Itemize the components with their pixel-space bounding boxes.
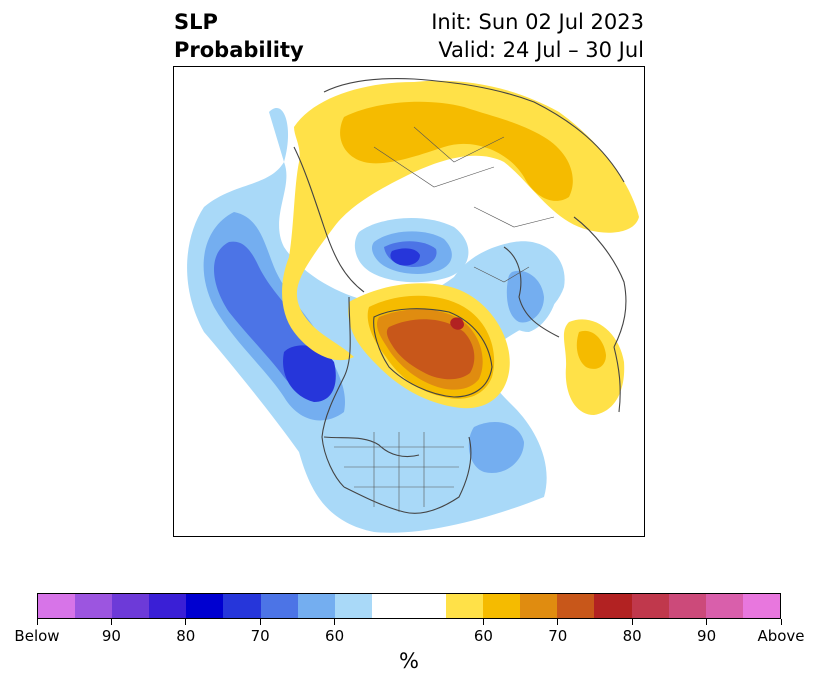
colorbar bbox=[37, 593, 781, 619]
europe-blue-mid-region bbox=[506, 270, 544, 323]
colorbar-segment bbox=[371, 594, 447, 618]
map-title: SLP Probability bbox=[174, 8, 304, 64]
colorbar-tick bbox=[557, 619, 559, 625]
colorbar-segment bbox=[668, 594, 706, 618]
colorbar-tick bbox=[185, 619, 187, 625]
colorbar-tick-label: 60 bbox=[473, 627, 493, 645]
colorbar-tick-label: 80 bbox=[176, 627, 196, 645]
colorbar-tick bbox=[110, 619, 112, 625]
colorbar-segment bbox=[742, 594, 780, 618]
colorbar-tick bbox=[259, 619, 261, 625]
colorbar-tick bbox=[631, 619, 633, 625]
init-date: Init: Sun 02 Jul 2023 bbox=[431, 10, 644, 34]
colorbar-segment bbox=[297, 594, 335, 618]
colorbar-tick-label: 90 bbox=[697, 627, 717, 645]
greenland-red-core bbox=[450, 317, 464, 330]
coastlines bbox=[293, 78, 627, 514]
title-subtitle: Probability bbox=[174, 38, 304, 62]
asia-gold-region bbox=[576, 330, 606, 369]
political-borders bbox=[334, 126, 555, 512]
probability-map bbox=[173, 66, 645, 537]
colorbar-segment bbox=[631, 594, 669, 618]
arctic-blue-core-region bbox=[390, 248, 420, 266]
colorbar-tick-label: Above bbox=[757, 627, 805, 645]
colorbar-tick bbox=[482, 619, 484, 625]
colorbar-segment bbox=[594, 594, 632, 618]
colorbar-tick-label: 70 bbox=[250, 627, 270, 645]
map-dates: Init: Sun 02 Jul 2023 Valid: 24 Jul – 30… bbox=[431, 8, 644, 64]
eurasia-gold-region bbox=[340, 101, 573, 201]
colorbar-tick-label: Below bbox=[14, 627, 60, 645]
colorbar-tick bbox=[706, 619, 708, 625]
colorbar-tick bbox=[36, 619, 38, 625]
colorbar-tick-label: 60 bbox=[325, 627, 345, 645]
colorbar-segment bbox=[186, 594, 224, 618]
colorbar-segment bbox=[112, 594, 150, 618]
colorbar-tick-label: 80 bbox=[622, 627, 642, 645]
colorbar-segment bbox=[557, 594, 595, 618]
colorbar-units-label: % bbox=[399, 649, 419, 673]
colorbar-segment bbox=[260, 594, 298, 618]
atlantic-blue-mid-region bbox=[468, 422, 524, 473]
colorbar-tick bbox=[780, 619, 782, 625]
colorbar-segment bbox=[223, 594, 261, 618]
colorbar-tick-label: 90 bbox=[101, 627, 121, 645]
colorbar-segment bbox=[38, 594, 76, 618]
valid-range: Valid: 24 Jul – 30 Jul bbox=[438, 38, 644, 62]
pacific-blue-dark-region bbox=[283, 345, 336, 402]
colorbar-tick-label: 70 bbox=[548, 627, 568, 645]
greenland-brown-region bbox=[386, 319, 475, 380]
colorbar-segment bbox=[446, 594, 484, 618]
colorbar-segment bbox=[483, 594, 521, 618]
colorbar-segment bbox=[334, 594, 372, 618]
colorbar-segment bbox=[520, 594, 558, 618]
colorbar-segment bbox=[705, 594, 743, 618]
colorbar-tick bbox=[334, 619, 336, 625]
colorbar-segment bbox=[149, 594, 187, 618]
map-canvas bbox=[187, 78, 639, 533]
colorbar-segment bbox=[75, 594, 113, 618]
title-variable: SLP bbox=[174, 10, 218, 34]
